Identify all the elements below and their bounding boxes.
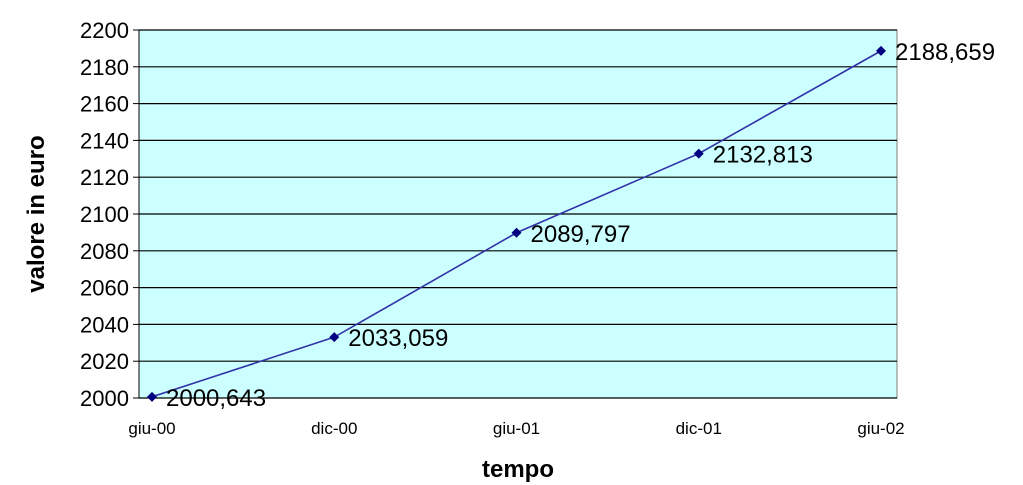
y-tick-label: 2120	[80, 165, 129, 190]
x-axis-title: tempo	[482, 456, 554, 483]
y-tick-label: 2080	[80, 239, 129, 264]
data-label: 2188,659	[895, 39, 995, 66]
data-markers	[147, 45, 886, 402]
data-point-marker	[329, 332, 340, 343]
x-tick-label: giu-02	[857, 419, 904, 438]
data-point-marker	[147, 391, 157, 402]
data-label: 2132,813	[713, 142, 813, 169]
x-tick-label: dic-01	[676, 419, 722, 438]
data-point-marker	[511, 227, 522, 238]
data-point-marker	[693, 148, 704, 159]
data-labels: 2000,643 2033,059 2089,797 2132,813 2188,659	[166, 39, 995, 412]
x-tick-label: giu-00	[128, 419, 175, 438]
data-label: 2033,059	[348, 325, 448, 352]
x-axis-ticks: giu-00 dic-00 giu-01 dic-01 giu-02	[128, 397, 905, 438]
x-tick-label: giu-01	[493, 419, 540, 438]
y-tick-label: 2040	[80, 312, 129, 337]
y-tick-label: 2100	[80, 202, 129, 227]
data-label: 2089,797	[531, 221, 631, 248]
x-tick-label: dic-00	[311, 419, 357, 438]
y-tick-label: 2180	[80, 55, 129, 80]
y-tick-label: 2020	[80, 349, 129, 374]
data-point-marker	[876, 45, 886, 56]
y-tick-label: 2140	[80, 128, 129, 153]
y-tick-label: 2160	[80, 92, 129, 117]
y-tick-label: 2060	[80, 276, 129, 301]
y-axis-ticks: 2000 2020 2040 2060 2080 2100 2120 2140 2160 2180…	[80, 18, 140, 411]
y-tick-label: 2200	[80, 18, 129, 43]
y-tick-label: 2000	[80, 386, 129, 411]
y-axis-title: valore in euro	[23, 135, 50, 292]
data-label: 2000,643	[166, 385, 266, 412]
